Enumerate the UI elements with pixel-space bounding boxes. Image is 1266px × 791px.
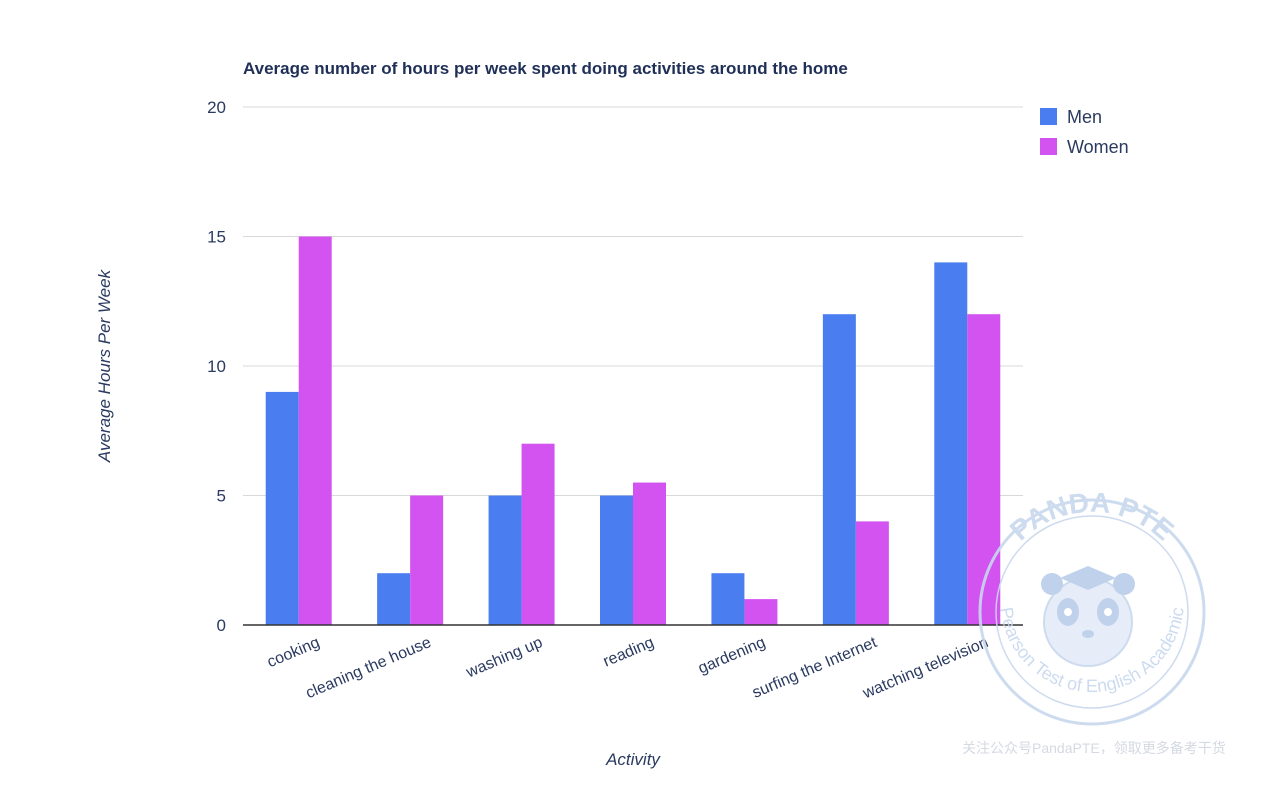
x-tick-label: surfing the Internet: [750, 634, 880, 702]
x-tick-label: gardening: [696, 634, 768, 677]
x-axis-title: Activity: [605, 750, 661, 769]
watermark-stamp: PANDA PTE Pearson Test of English Academ…: [978, 487, 1206, 726]
y-tick-label: 15: [207, 228, 226, 247]
bar-men-cleaning-the-house: [377, 573, 411, 625]
x-tick-label: cooking: [265, 634, 322, 671]
y-tick-labels: 0 5 10 15 20: [207, 98, 226, 635]
bar-women-watching-television: [967, 314, 1001, 625]
bar-men-watching-television: [934, 262, 968, 625]
y-axis-title: Average Hours Per Week: [95, 268, 114, 463]
bar-women-cleaning-the-house: [410, 495, 444, 625]
y-tick-label: 0: [217, 616, 226, 635]
x-tick-label: reading: [601, 634, 657, 671]
y-tick-label: 20: [207, 98, 226, 117]
watermark-footer: 关注公众号PandaPTE，领取更多备考干货: [962, 740, 1226, 756]
bar-women-gardening: [744, 599, 778, 625]
y-tick-label: 5: [217, 487, 226, 506]
legend-swatch-men: [1040, 108, 1057, 125]
gridlines: [243, 106, 1023, 496]
bar-men-reading: [600, 495, 633, 625]
bar-women-washing-up: [521, 443, 555, 625]
watermark-brand: PANDA PTE: [1004, 487, 1180, 547]
panda-logo-icon: [1041, 566, 1135, 667]
bar-men-gardening: [711, 573, 745, 625]
legend: Men Women: [1040, 107, 1129, 157]
bar-women-surfing-the-internet: [855, 521, 889, 625]
y-tick-label: 10: [207, 357, 226, 376]
bar-men-cooking: [265, 391, 299, 625]
bar-men-washing-up: [488, 495, 522, 625]
x-tick-label: cleaning the house: [303, 634, 433, 702]
x-tick-label: washing up: [463, 634, 545, 682]
legend-label-women: Women: [1067, 137, 1129, 157]
chart-title: Average number of hours per week spent d…: [243, 59, 848, 78]
bar-women-cooking: [298, 236, 332, 625]
bar-women-reading: [633, 482, 666, 625]
bar-men-surfing-the-internet: [822, 314, 856, 625]
legend-swatch-women: [1040, 138, 1057, 155]
bars: [265, 236, 1001, 625]
legend-label-men: Men: [1067, 107, 1102, 127]
x-tick-label: watching television: [860, 634, 991, 703]
